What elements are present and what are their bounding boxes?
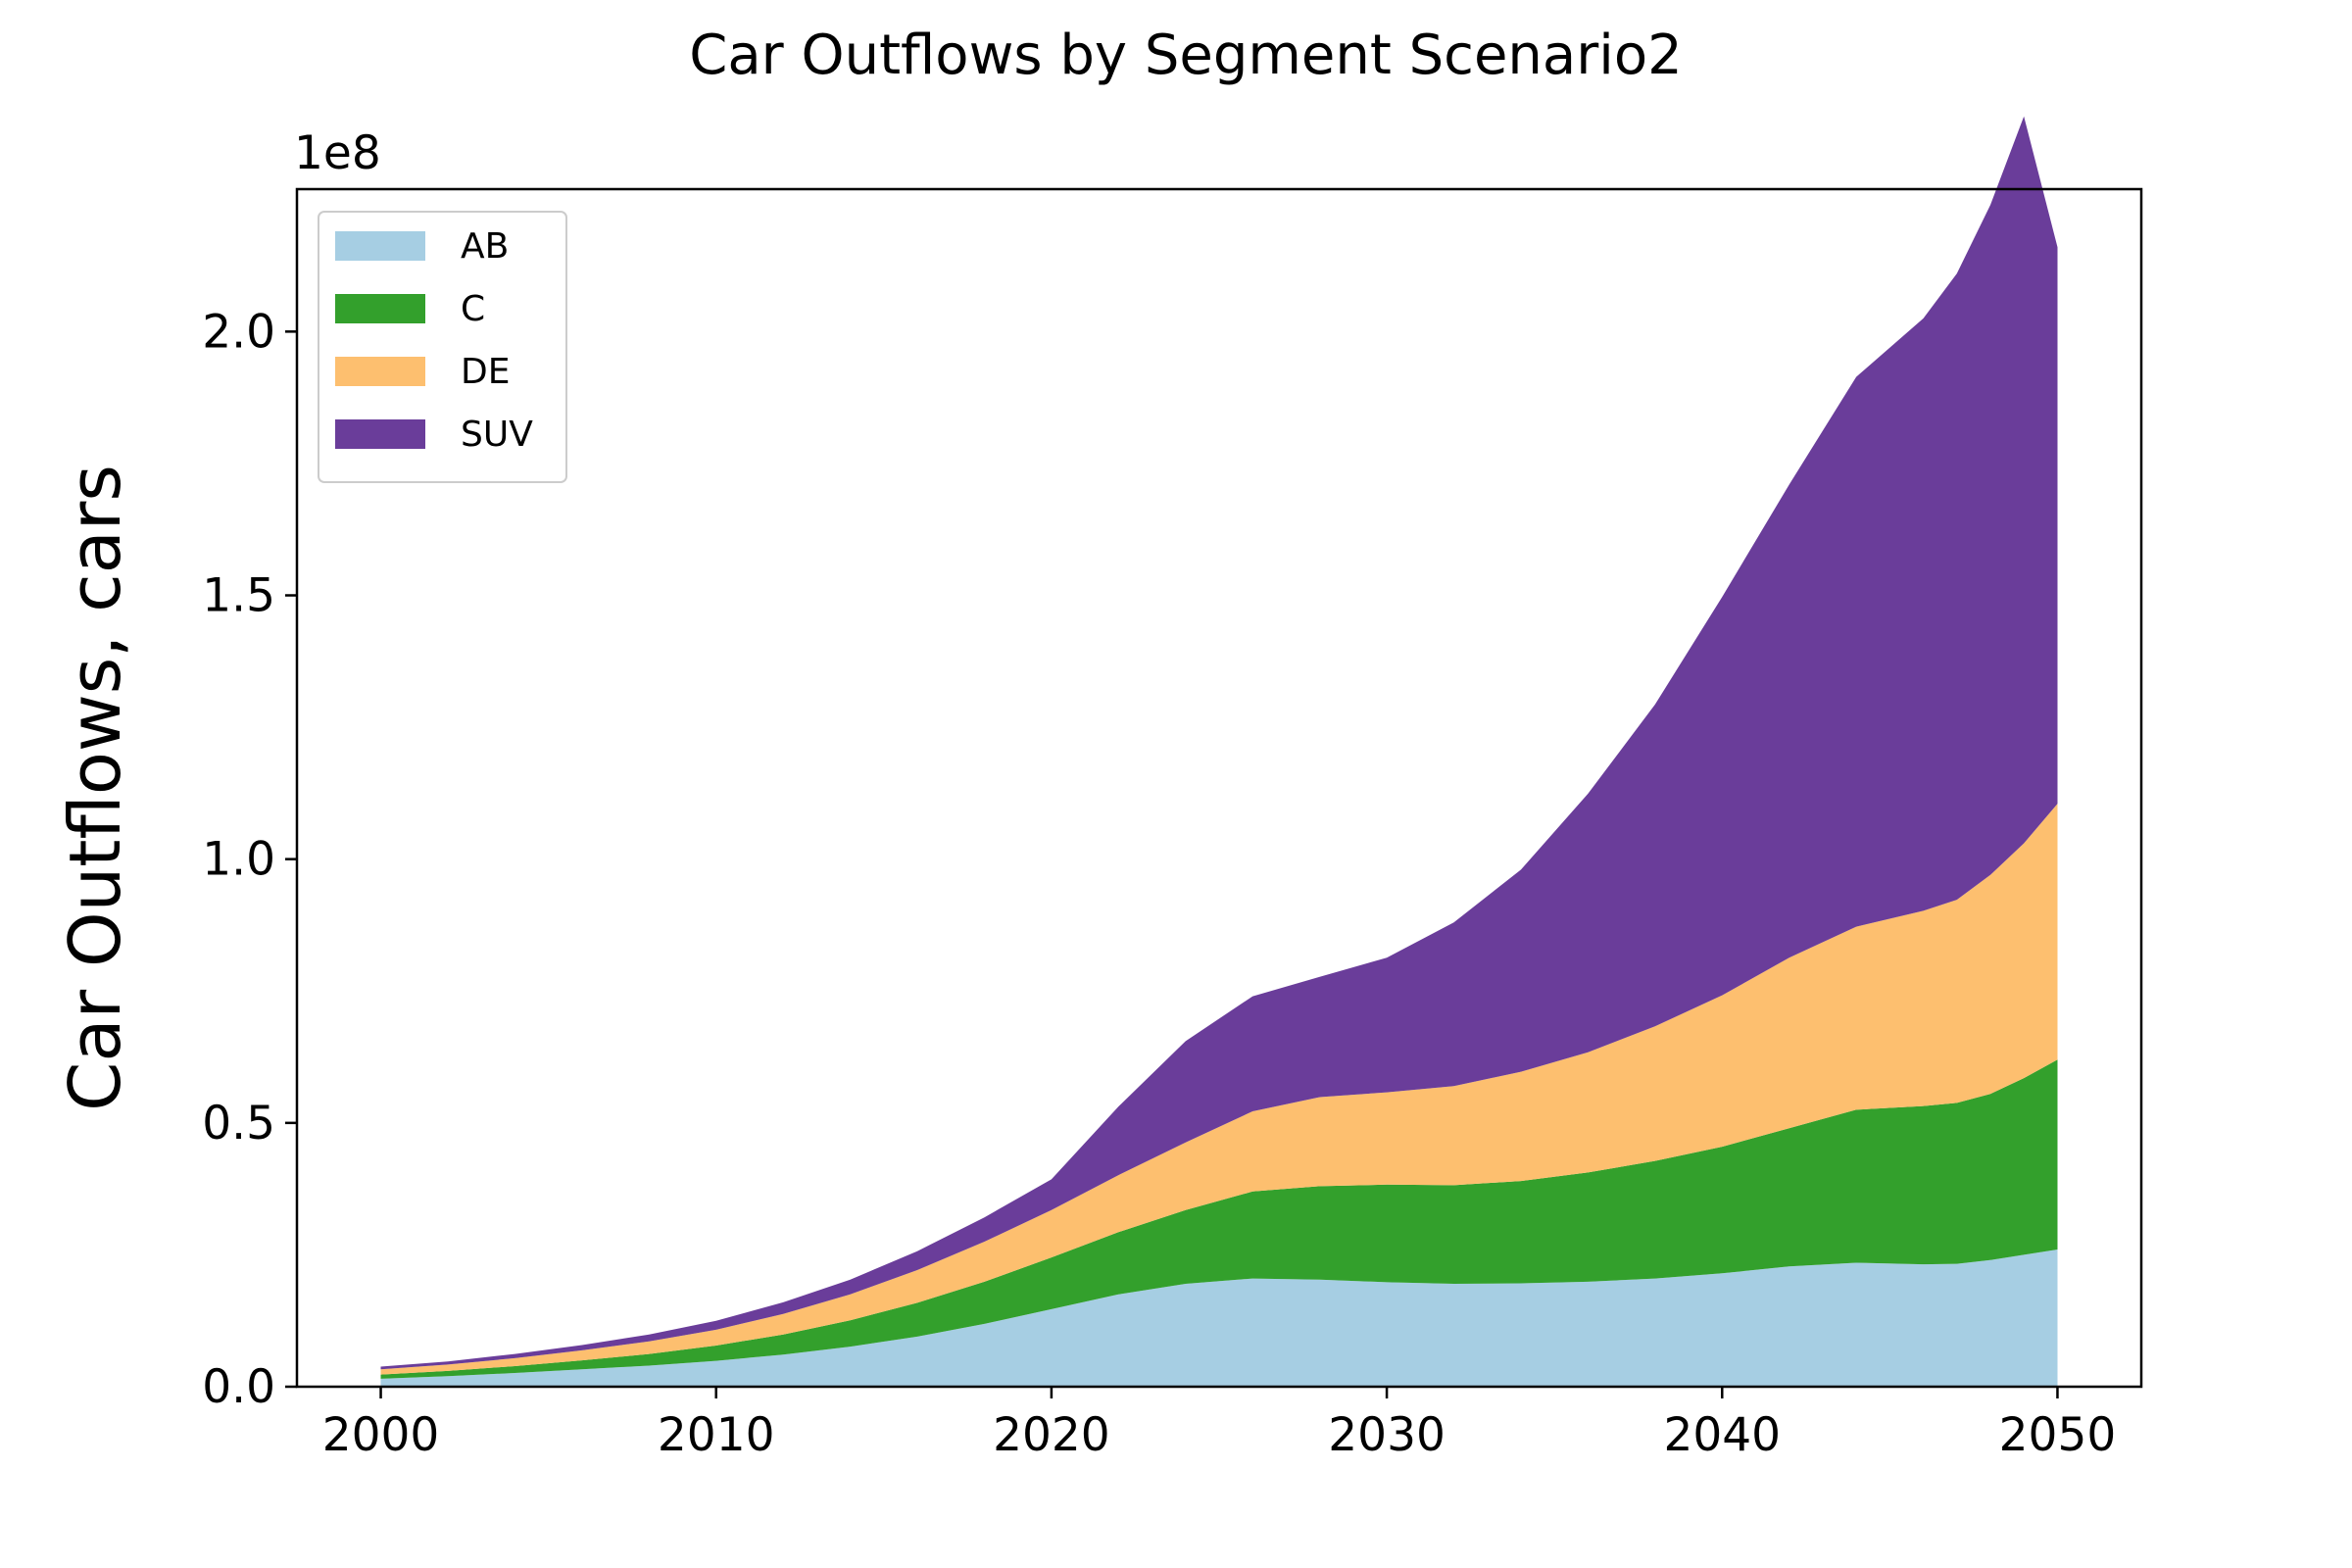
legend-label-c: C <box>461 289 485 329</box>
plot-frame <box>295 187 2143 1389</box>
area-ab <box>380 1250 2058 1387</box>
x-tick-label: 2000 <box>322 1408 440 1462</box>
y-axis: 0.0 0.5 1.0 1.5 2.0 <box>202 305 297 1414</box>
legend-swatch-c <box>335 294 425 323</box>
area-suv <box>380 116 2058 1370</box>
area-c <box>380 1059 2058 1379</box>
y-tick-label: 0.5 <box>202 1097 275 1151</box>
legend-label-de: DE <box>461 352 510 392</box>
area-de <box>380 804 2058 1375</box>
x-tick-label: 2040 <box>1663 1408 1781 1462</box>
y-axis-label: Car Outflows, cars <box>54 465 136 1111</box>
y-tick-label: 1.5 <box>202 569 275 623</box>
legend-swatch-suv <box>335 419 425 449</box>
x-tick-label: 2010 <box>658 1408 775 1462</box>
legend-swatch-de <box>335 357 425 386</box>
y-tick-label: 0.0 <box>202 1360 275 1414</box>
chart-title: Car Outflows by Segment Scenario2 <box>689 24 1682 87</box>
y-tick-label: 2.0 <box>202 305 275 359</box>
x-tick-label: 2030 <box>1328 1408 1446 1462</box>
y-tick-label: 1.0 <box>202 833 275 887</box>
legend: AB C DE SUV <box>318 211 567 483</box>
x-axis: 2000 2010 2020 2030 2040 2050 <box>322 1387 2117 1462</box>
legend-label-suv: SUV <box>461 415 533 455</box>
y-offset-text: 1e8 <box>294 126 381 180</box>
legend-label-ab: AB <box>461 226 509 267</box>
legend-box <box>318 211 567 483</box>
x-tick-label: 2020 <box>993 1408 1110 1462</box>
area-layers <box>380 116 2058 1387</box>
legend-swatch-ab <box>335 231 425 261</box>
x-tick-label: 2050 <box>1999 1408 2117 1462</box>
